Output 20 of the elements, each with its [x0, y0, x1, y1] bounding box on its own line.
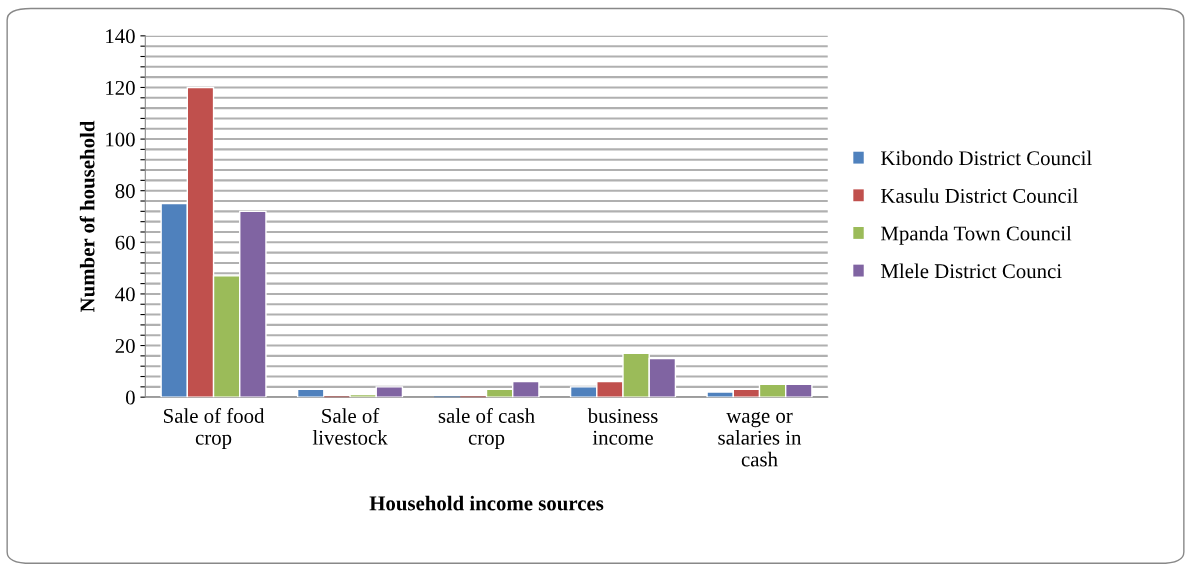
y-tick-label: 120 [106, 80, 135, 95]
bar [296, 388, 325, 398]
y-axis-title: Number of household [79, 120, 95, 312]
y-tick-label: 80 [115, 184, 135, 199]
y-tick-label: 60 [115, 235, 135, 250]
x-tick-label: Sale of livestock [312, 408, 388, 445]
y-tick-label: 140 [106, 29, 135, 44]
y-tick-label: 20 [115, 338, 135, 353]
y-tick-label: 0 [125, 390, 135, 405]
x-tick-label: Sale of food crop [164, 408, 265, 449]
y-tick-label: 100 [106, 132, 135, 147]
legend-label: Kasulu District Council [881, 188, 1078, 203]
x-tick-label: sale of cash crop [438, 408, 535, 449]
x-tick-label: business income [587, 408, 658, 445]
y-tick-label: 40 [115, 287, 135, 302]
legend-label: Mpanda Town Council [881, 225, 1072, 245]
legend-label: Mlele District Counci [881, 263, 1062, 279]
legend-label: Kibondo District Council [881, 150, 1092, 166]
x-axis-title: Household income sources [369, 495, 604, 511]
x-tick-label: wage or salaries in cash [718, 411, 802, 467]
